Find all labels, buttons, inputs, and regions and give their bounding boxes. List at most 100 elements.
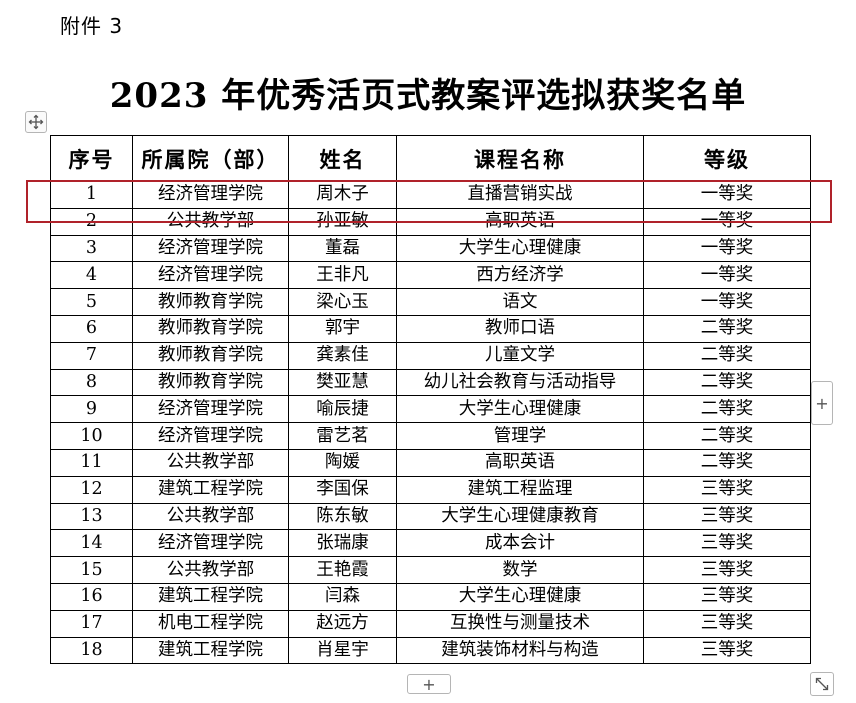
- cell-department: 建筑工程学院: [132, 582, 289, 611]
- table-row: 6 教师教育学院 郭宇 教师口语 二等奖: [50, 314, 811, 343]
- cell-course: 数学: [396, 556, 644, 584]
- cell-department: 教师教育学院: [132, 341, 289, 370]
- cell-level: 一等奖: [643, 207, 811, 236]
- cell-department: 教师教育学院: [132, 288, 289, 316]
- cell-level: 二等奖: [643, 341, 811, 370]
- cell-name: 肖星宇: [288, 636, 397, 665]
- cell-index: 6: [50, 314, 133, 343]
- add-column-button[interactable]: +: [811, 381, 833, 425]
- table-row: 12 建筑工程学院 李国保 建筑工程监理 三等奖: [50, 475, 811, 504]
- move-icon: [28, 114, 44, 130]
- header-course: 课程名称: [396, 135, 644, 182]
- cell-level: 三等奖: [643, 636, 811, 665]
- cell-name: 喻辰捷: [288, 395, 397, 424]
- cell-level: 二等奖: [643, 368, 811, 397]
- cell-index: 1: [50, 181, 133, 209]
- cell-index: 8: [50, 368, 133, 397]
- cell-department: 经济管理学院: [132, 395, 289, 424]
- cell-level: 一等奖: [643, 288, 811, 316]
- cell-index: 14: [50, 529, 133, 558]
- cell-name: 王非凡: [288, 261, 397, 290]
- cell-index: 12: [50, 475, 133, 504]
- cell-index: 15: [50, 556, 133, 584]
- cell-level: 一等奖: [643, 261, 811, 290]
- cell-department: 经济管理学院: [132, 422, 289, 450]
- cell-index: 5: [50, 288, 133, 316]
- cell-level: 三等奖: [643, 475, 811, 504]
- cell-name: 陶媛: [288, 448, 397, 477]
- cell-department: 公共教学部: [132, 502, 289, 531]
- cell-index: 16: [50, 582, 133, 611]
- cell-department: 公共教学部: [132, 207, 289, 236]
- cell-course: 语文: [396, 288, 644, 316]
- table-row: 9 经济管理学院 喻辰捷 大学生心理健康 二等奖: [50, 395, 811, 424]
- cell-course: 成本会计: [396, 529, 644, 558]
- cell-course: 大学生心理健康: [396, 582, 644, 611]
- award-table: 序号 所属院（部） 姓名 课程名称 等级 1 经济管理学院 周木子 直播营销实战 一等奖…: [50, 135, 811, 665]
- page-title: 2023 年优秀活页式教案评选拟获奖名单: [109, 76, 747, 116]
- cell-department: 建筑工程学院: [132, 636, 289, 665]
- cell-name: 李国保: [288, 475, 397, 504]
- header-index: 序号: [50, 135, 133, 182]
- cell-course: 儿童文学: [396, 341, 644, 370]
- cell-course: 教师口语: [396, 314, 644, 343]
- cell-index: 4: [50, 261, 133, 290]
- cell-name: 王艳霞: [288, 556, 397, 584]
- table-row: 4 经济管理学院 王非凡 西方经济学 一等奖: [50, 261, 811, 290]
- cell-name: 张瑞康: [288, 529, 397, 558]
- cell-name: 闫森: [288, 582, 397, 611]
- resize-icon: [815, 677, 829, 691]
- cell-index: 3: [50, 234, 133, 263]
- table-row: 3 经济管理学院 董磊 大学生心理健康 一等奖: [50, 234, 811, 263]
- cell-name: 龚素佳: [288, 341, 397, 370]
- cell-index: 9: [50, 395, 133, 424]
- cell-department: 建筑工程学院: [132, 475, 289, 504]
- add-row-button[interactable]: +: [407, 674, 451, 694]
- table-body: 1 经济管理学院 周木子 直播营销实战 一等奖 2 公共教学部 孙亚敏 高职英语 一等奖 3 经济管理…: [50, 181, 811, 665]
- cell-index: 10: [50, 422, 133, 450]
- cell-course: 管理学: [396, 422, 644, 450]
- cell-name: 陈东敏: [288, 502, 397, 531]
- cell-department: 公共教学部: [132, 448, 289, 477]
- attachment-label: 附件 3: [60, 14, 124, 38]
- cell-name: 周木子: [288, 181, 397, 209]
- cell-department: 教师教育学院: [132, 368, 289, 397]
- cell-index: 13: [50, 502, 133, 531]
- cell-index: 17: [50, 609, 133, 638]
- table-row: 5 教师教育学院 梁心玉 语文 一等奖: [50, 288, 811, 316]
- table-row: 1 经济管理学院 周木子 直播营销实战 一等奖: [50, 181, 811, 209]
- cell-course: 高职英语: [396, 448, 644, 477]
- cell-level: 二等奖: [643, 422, 811, 450]
- cell-level: 一等奖: [643, 234, 811, 263]
- table-move-handle[interactable]: [25, 111, 47, 133]
- cell-level: 三等奖: [643, 502, 811, 531]
- cell-name: 孙亚敏: [288, 207, 397, 236]
- header-department: 所属院（部）: [132, 135, 289, 182]
- table-row: 16 建筑工程学院 闫森 大学生心理健康 三等奖: [50, 582, 811, 611]
- cell-department: 经济管理学院: [132, 234, 289, 263]
- cell-department: 经济管理学院: [132, 529, 289, 558]
- table-header-row: 序号 所属院（部） 姓名 课程名称 等级: [50, 135, 811, 182]
- table-row: 7 教师教育学院 龚素佳 儿童文学 二等奖: [50, 341, 811, 370]
- cell-index: 18: [50, 636, 133, 665]
- table-row: 8 教师教育学院 樊亚慧 幼儿社会教育与活动指导 二等奖: [50, 368, 811, 397]
- cell-course: 大学生心理健康教育: [396, 502, 644, 531]
- table-row: 15 公共教学部 王艳霞 数学 三等奖: [50, 556, 811, 584]
- cell-name: 樊亚慧: [288, 368, 397, 397]
- cell-course: 互换性与测量技术: [396, 609, 644, 638]
- table-resize-handle[interactable]: [810, 672, 834, 696]
- cell-department: 经济管理学院: [132, 261, 289, 290]
- cell-course: 大学生心理健康: [396, 234, 644, 263]
- table-row: 10 经济管理学院 雷艺茗 管理学 二等奖: [50, 422, 811, 450]
- table-row: 17 机电工程学院 赵远方 互换性与测量技术 三等奖: [50, 609, 811, 638]
- cell-department: 公共教学部: [132, 556, 289, 584]
- header-level: 等级: [643, 135, 811, 182]
- header-name: 姓名: [288, 135, 397, 182]
- table-row: 14 经济管理学院 张瑞康 成本会计 三等奖: [50, 529, 811, 558]
- table-row: 2 公共教学部 孙亚敏 高职英语 一等奖: [50, 207, 811, 236]
- cell-course: 直播营销实战: [396, 181, 644, 209]
- cell-course: 大学生心理健康: [396, 395, 644, 424]
- cell-index: 11: [50, 448, 133, 477]
- cell-course: 西方经济学: [396, 261, 644, 290]
- cell-index: 2: [50, 207, 133, 236]
